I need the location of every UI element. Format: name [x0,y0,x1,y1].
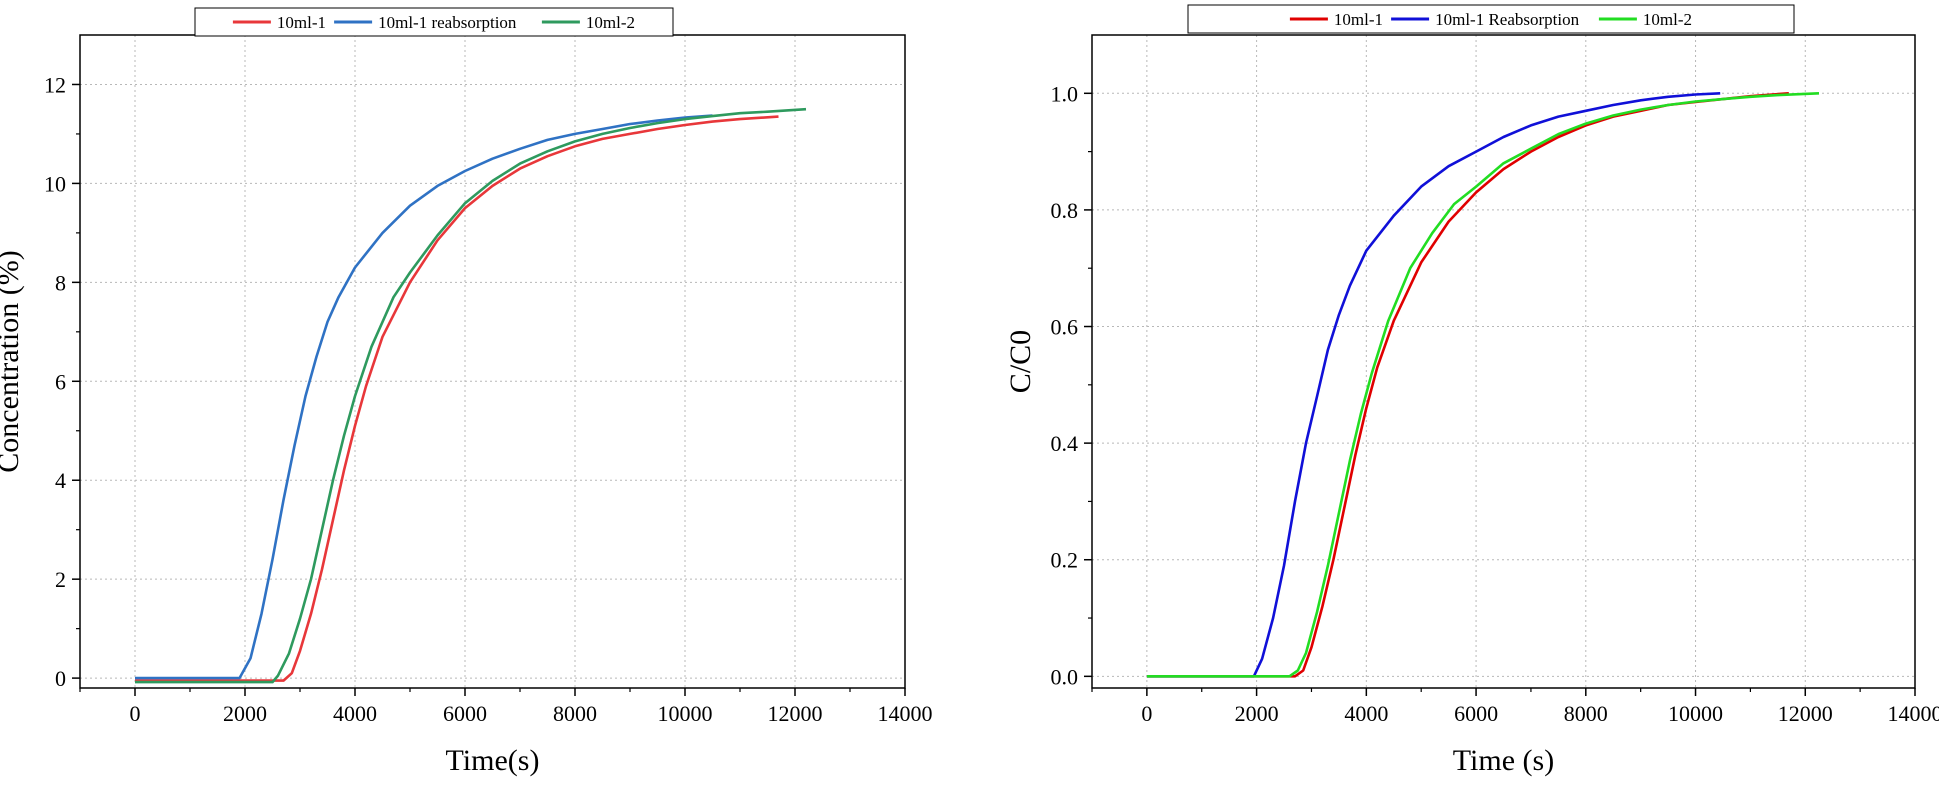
series-line-1 [135,115,779,682]
legend-label-1: 10ml-1 [1334,10,1383,29]
y-tick-label: 0.2 [1051,548,1079,573]
x-axis-title: Time(s) [446,744,540,777]
y-tick-label: 0.6 [1051,315,1079,340]
plot-area [80,35,905,688]
x-tick-label: 4000 [333,701,377,726]
x-tick-label: 14000 [1888,701,1939,726]
chart-right: 0 2000 4000 6000 8000 10000 12000 14000 0.0 0.2 0.… [1004,4,1939,777]
legend-label-1: 10ml-1 [277,13,326,32]
y-axis-title: C/C0 [1004,330,1037,393]
y-tick-label: 0 [55,666,66,691]
x-tick-label: 10000 [1668,701,1723,726]
series-line-2 [135,114,713,680]
plot-area [1092,35,1915,688]
x-tick-label: 4000 [1344,701,1388,726]
y-tick-label: 4 [55,468,66,493]
legend-box [1187,4,1795,34]
x-tick-label: 6000 [443,701,487,726]
y-tick-label: 8 [55,270,66,295]
x-axis-title: Time (s) [1453,744,1554,777]
y-tick-label: 0.0 [1051,664,1079,689]
axes-frame [1091,34,1916,689]
y-tick-label: 2 [55,567,66,592]
x-tick-label: 0 [1141,701,1152,726]
series-line-3 [135,107,807,684]
x-tick-label: 14000 [878,701,933,726]
legend: 10ml-1 10ml-1 reabsorption 10ml-2 [194,7,674,37]
y-tick-label: 0.4 [1051,431,1079,456]
y-axis-title: Concentration (%) [0,250,25,472]
x-tick-label: 2000 [223,701,267,726]
x-tick-label: 2000 [1235,701,1279,726]
x-tick-label: 8000 [1564,701,1608,726]
x-tick-label: 0 [130,701,141,726]
legend-label-3: 10ml-2 [1643,10,1692,29]
x-tick-label: 10000 [658,701,713,726]
x-tick-label: 12000 [1778,701,1833,726]
x-tick-label: 6000 [1454,701,1498,726]
y-tick-label: 6 [55,369,66,394]
y-tick-label: 0.8 [1051,198,1079,223]
legend-label-2: 10ml-1 reabsorption [378,13,517,32]
y-tick-label: 1.0 [1051,81,1079,106]
legend-label-3: 10ml-2 [586,13,635,32]
legend-label-2: 10ml-1 Reabsorption [1435,10,1580,29]
chart-left: 0 2000 4000 6000 8000 10000 12000 14000 0 2 4 6 8 10 1… [0,7,933,777]
series-line-2 [1146,92,1721,678]
y-tick-label: 12 [44,72,66,97]
y-tick-label: 10 [44,171,66,196]
legend-box [194,7,674,37]
legend: 10ml-1 10ml-1 Reabsorption 10ml-2 [1187,4,1795,34]
x-tick-label: 8000 [553,701,597,726]
series-line-3 [1146,92,1820,678]
x-tick-label: 12000 [768,701,823,726]
